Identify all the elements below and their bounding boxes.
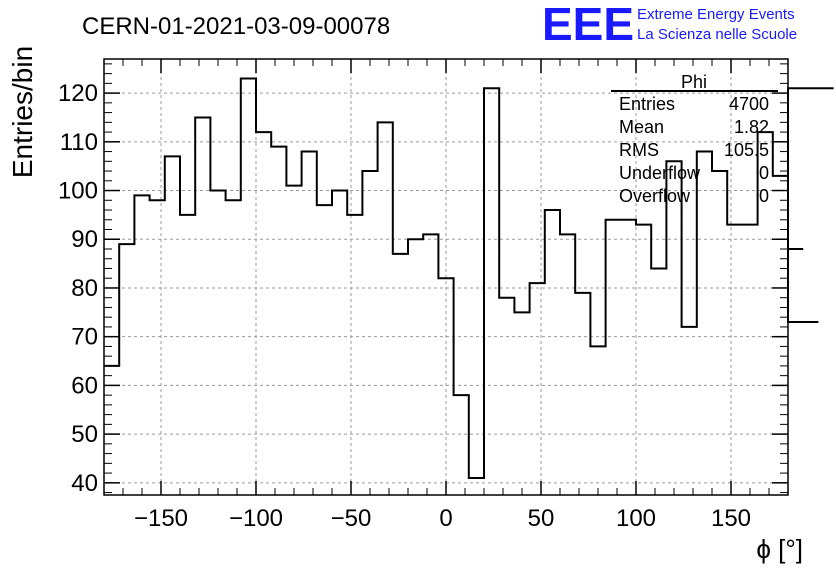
- x-tick-label: −100: [229, 505, 283, 532]
- stats-value-mean: 1.82: [734, 117, 769, 137]
- x-tick-label: −150: [134, 505, 188, 532]
- y-tick-labels: 40 50 60 70 80 90 100 110 120: [58, 80, 98, 497]
- y-tick-label: 50: [71, 421, 98, 448]
- x-tick-label: 0: [439, 505, 452, 532]
- y-tick-label: 40: [71, 470, 98, 497]
- stats-value-overflow: 0: [759, 186, 769, 206]
- grid-lines: [104, 59, 788, 495]
- stats-label-rms: RMS: [619, 140, 659, 160]
- x-tick-label: 150: [711, 505, 751, 532]
- y-tick-label: 80: [71, 275, 98, 302]
- stats-value-rms: 105.5: [724, 140, 769, 160]
- plot-frame: [103, 58, 789, 496]
- x-tick-label: 100: [616, 505, 656, 532]
- stats-value-underflow: 0: [759, 163, 769, 183]
- histogram-line: [104, 77, 834, 479]
- stats-label-overflow: Overflow: [619, 186, 691, 206]
- stats-title: Phi: [681, 72, 707, 92]
- stats-label-entries: Entries: [619, 94, 675, 114]
- x-tick-label: −50: [331, 505, 372, 532]
- x-tick-label: 50: [528, 505, 555, 532]
- x-tick-labels: −150 −100 −50 0 50 100 150: [134, 505, 751, 532]
- y-tick-label: 70: [71, 324, 98, 351]
- stats-label-underflow: Underflow: [619, 163, 701, 183]
- logo-line-2: La Scienza nelle Scuole: [637, 26, 797, 43]
- y-tick-label: 90: [71, 226, 98, 253]
- stats-box: Phi Entries 4700 Mean 1.82 RMS 105.5 Und…: [611, 72, 778, 206]
- eee-logo: EEE: [542, 0, 634, 50]
- axis-ticks: [103, 59, 789, 495]
- y-tick-label: 60: [71, 372, 98, 399]
- run-title: CERN-01-2021-03-09-00078: [82, 13, 390, 40]
- logo-line-1: Extreme Energy Events: [637, 6, 795, 23]
- x-axis-label: ϕ [°]: [756, 534, 803, 564]
- y-tick-label: 110: [60, 129, 98, 156]
- y-axis-label: Entries/bin: [7, 46, 38, 178]
- y-tick-label: 100: [58, 178, 98, 205]
- y-tick-label: 120: [58, 80, 98, 107]
- stats-label-mean: Mean: [619, 117, 664, 137]
- stats-value-entries: 4700: [729, 94, 769, 114]
